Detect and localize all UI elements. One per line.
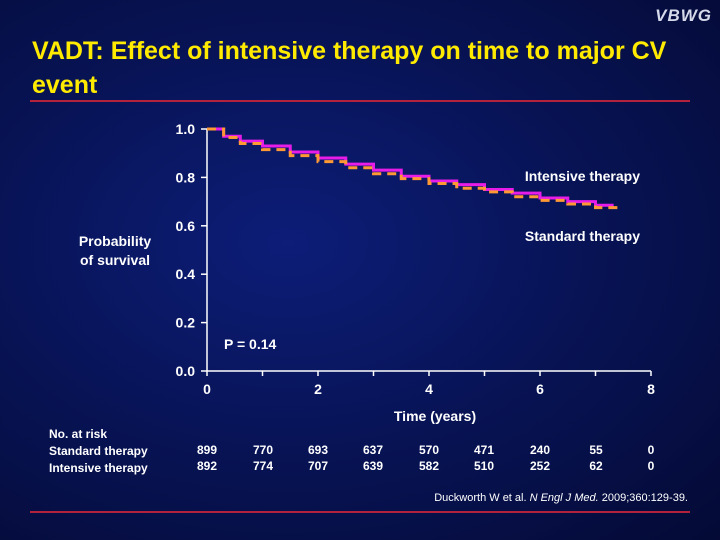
x-tick-label: 8 [647,381,655,397]
risk-table-labels: No. at risk Standard therapy Intensive t… [49,426,148,477]
p-value-annotation: P = 0.14 [224,336,277,352]
risk-table-header: No. at risk [49,427,108,441]
vbwg-logo: VBWG [655,6,712,25]
citation: Duckworth W et al. N Engl J Med. 2009;36… [434,492,688,504]
risk-row-label-standard: Standard therapy [49,444,148,458]
risk-value-intensive: 774 [252,459,274,473]
title-divider [30,100,690,102]
risk-value-intensive: 510 [473,459,495,473]
y-axis-label-line-2: of survival [79,252,151,268]
y-tick-label: 0.2 [176,315,196,331]
x-tick-label: 2 [314,381,322,397]
series-label-standard: Standard therapy [525,228,640,244]
risk-value-standard: 570 [418,443,440,457]
risk-value-intensive: 582 [418,459,440,473]
y-tick-label: 0.8 [176,169,196,185]
risk-value-intensive: 252 [529,459,551,473]
series-standard-line [207,127,620,213]
series-label-intensive: Intensive therapy [525,168,640,184]
risk-value-standard: 770 [252,443,274,457]
risk-value-intensive: 62 [589,459,603,473]
risk-value-standard: 0 [647,443,655,457]
y-axis-label: Probability of survival [60,232,170,270]
risk-value-standard: 899 [196,443,218,457]
risk-value-intensive: 0 [647,459,655,473]
x-tick-label: 4 [425,381,433,397]
footer-divider [30,511,690,513]
risk-value-intensive: 892 [196,459,218,473]
y-tick-label: 0.4 [176,266,196,282]
citation-authors: Duckworth W et al. [434,492,530,504]
citation-details: 2009;360:129-39. [598,492,688,504]
y-tick-label: 0.6 [176,218,196,234]
y-tick-label: 1.0 [176,121,196,137]
citation-journal: N Engl J Med. [529,492,599,504]
risk-row-label-intensive: Intensive therapy [49,461,148,475]
risk-value-standard: 240 [529,443,551,457]
risk-value-intensive: 707 [307,459,329,473]
y-tick-label: 0.0 [176,363,196,379]
risk-value-standard: 637 [362,443,384,457]
x-tick-label: 6 [536,381,544,397]
x-tick-label: 0 [203,381,211,397]
risk-value-standard: 693 [307,443,329,457]
x-axis-label: Time (years) [394,408,476,424]
y-axis-label-line-1: Probability [78,233,152,249]
risk-value-standard: 55 [589,443,603,457]
risk-value-intensive: 639 [362,459,384,473]
risk-value-standard: 471 [473,443,495,457]
slide-title: VADT: Effect of intensive therapy on tim… [32,37,667,99]
